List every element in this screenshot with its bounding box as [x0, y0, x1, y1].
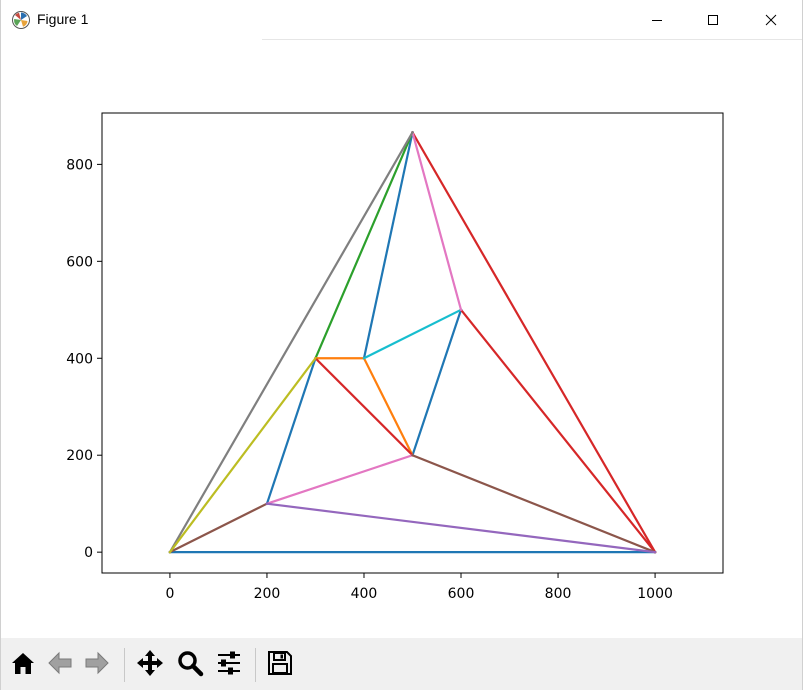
x-tick-label: 400 [351, 586, 378, 602]
home-button[interactable] [7, 649, 39, 681]
ticks-layer: 0 200 400 600 800 1000 0 200 400 600 800 [66, 157, 673, 602]
configure-subplots-button[interactable] [213, 649, 245, 681]
navigation-toolbar [0, 638, 803, 690]
y-tick-label: 400 [66, 351, 93, 367]
matplotlib-logo-icon [11, 10, 31, 30]
series-line-9 [410, 130, 657, 554]
series-line-2 [362, 131, 414, 360]
series-line-16 [168, 130, 415, 554]
series-line-7 [362, 308, 463, 360]
zoom-icon [176, 649, 204, 681]
toolbar-separator [255, 648, 256, 682]
series-line-17 [168, 356, 318, 554]
minimize-icon [651, 14, 663, 26]
series-line-12 [265, 453, 414, 506]
series-line-10 [459, 308, 657, 554]
x-tick-label: 1000 [637, 586, 673, 602]
title-bar: Figure 1 [0, 0, 803, 40]
x-tick-label: 800 [545, 586, 572, 602]
x-tick-label: 200 [254, 586, 281, 602]
toolbar-separator [124, 648, 125, 682]
series-line-14 [411, 453, 657, 554]
series-line-6 [362, 356, 414, 457]
close-icon [765, 14, 777, 26]
save-icon [266, 649, 294, 681]
series-line-1 [265, 356, 317, 506]
y-tick-label: 0 [84, 545, 93, 561]
zoom-button[interactable] [174, 649, 206, 681]
minimize-button[interactable] [634, 0, 680, 40]
series-line-11 [411, 131, 463, 312]
back-button[interactable] [44, 649, 76, 681]
title-divider [262, 39, 803, 40]
axes-frame [101, 112, 724, 574]
series-line-15 [265, 502, 657, 554]
forward-button[interactable] [81, 649, 113, 681]
save-button[interactable] [264, 649, 296, 681]
y-tick-label: 800 [66, 157, 93, 173]
maximize-button[interactable] [690, 0, 736, 40]
series-line-13 [168, 502, 269, 554]
window-title: Figure 1 [37, 11, 89, 27]
series-line-4 [314, 130, 414, 360]
x-tick-label: 0 [165, 586, 174, 602]
lines-layer [168, 130, 657, 554]
close-button[interactable] [748, 0, 794, 40]
figure-canvas[interactable]: 0 200 400 600 800 1000 0 200 400 600 800 [0, 40, 803, 638]
maximize-icon [707, 14, 719, 26]
pan-icon [136, 649, 164, 681]
pan-button[interactable] [134, 649, 166, 681]
forward-arrow-icon [83, 649, 111, 681]
series-line-3 [411, 308, 463, 457]
series-line-8 [313, 356, 415, 457]
configure-subplots-icon [215, 649, 243, 681]
x-tick-label: 600 [448, 586, 475, 602]
back-arrow-icon [46, 649, 74, 681]
y-tick-label: 200 [66, 448, 93, 464]
y-tick-label: 600 [66, 254, 93, 270]
home-icon [9, 649, 37, 681]
